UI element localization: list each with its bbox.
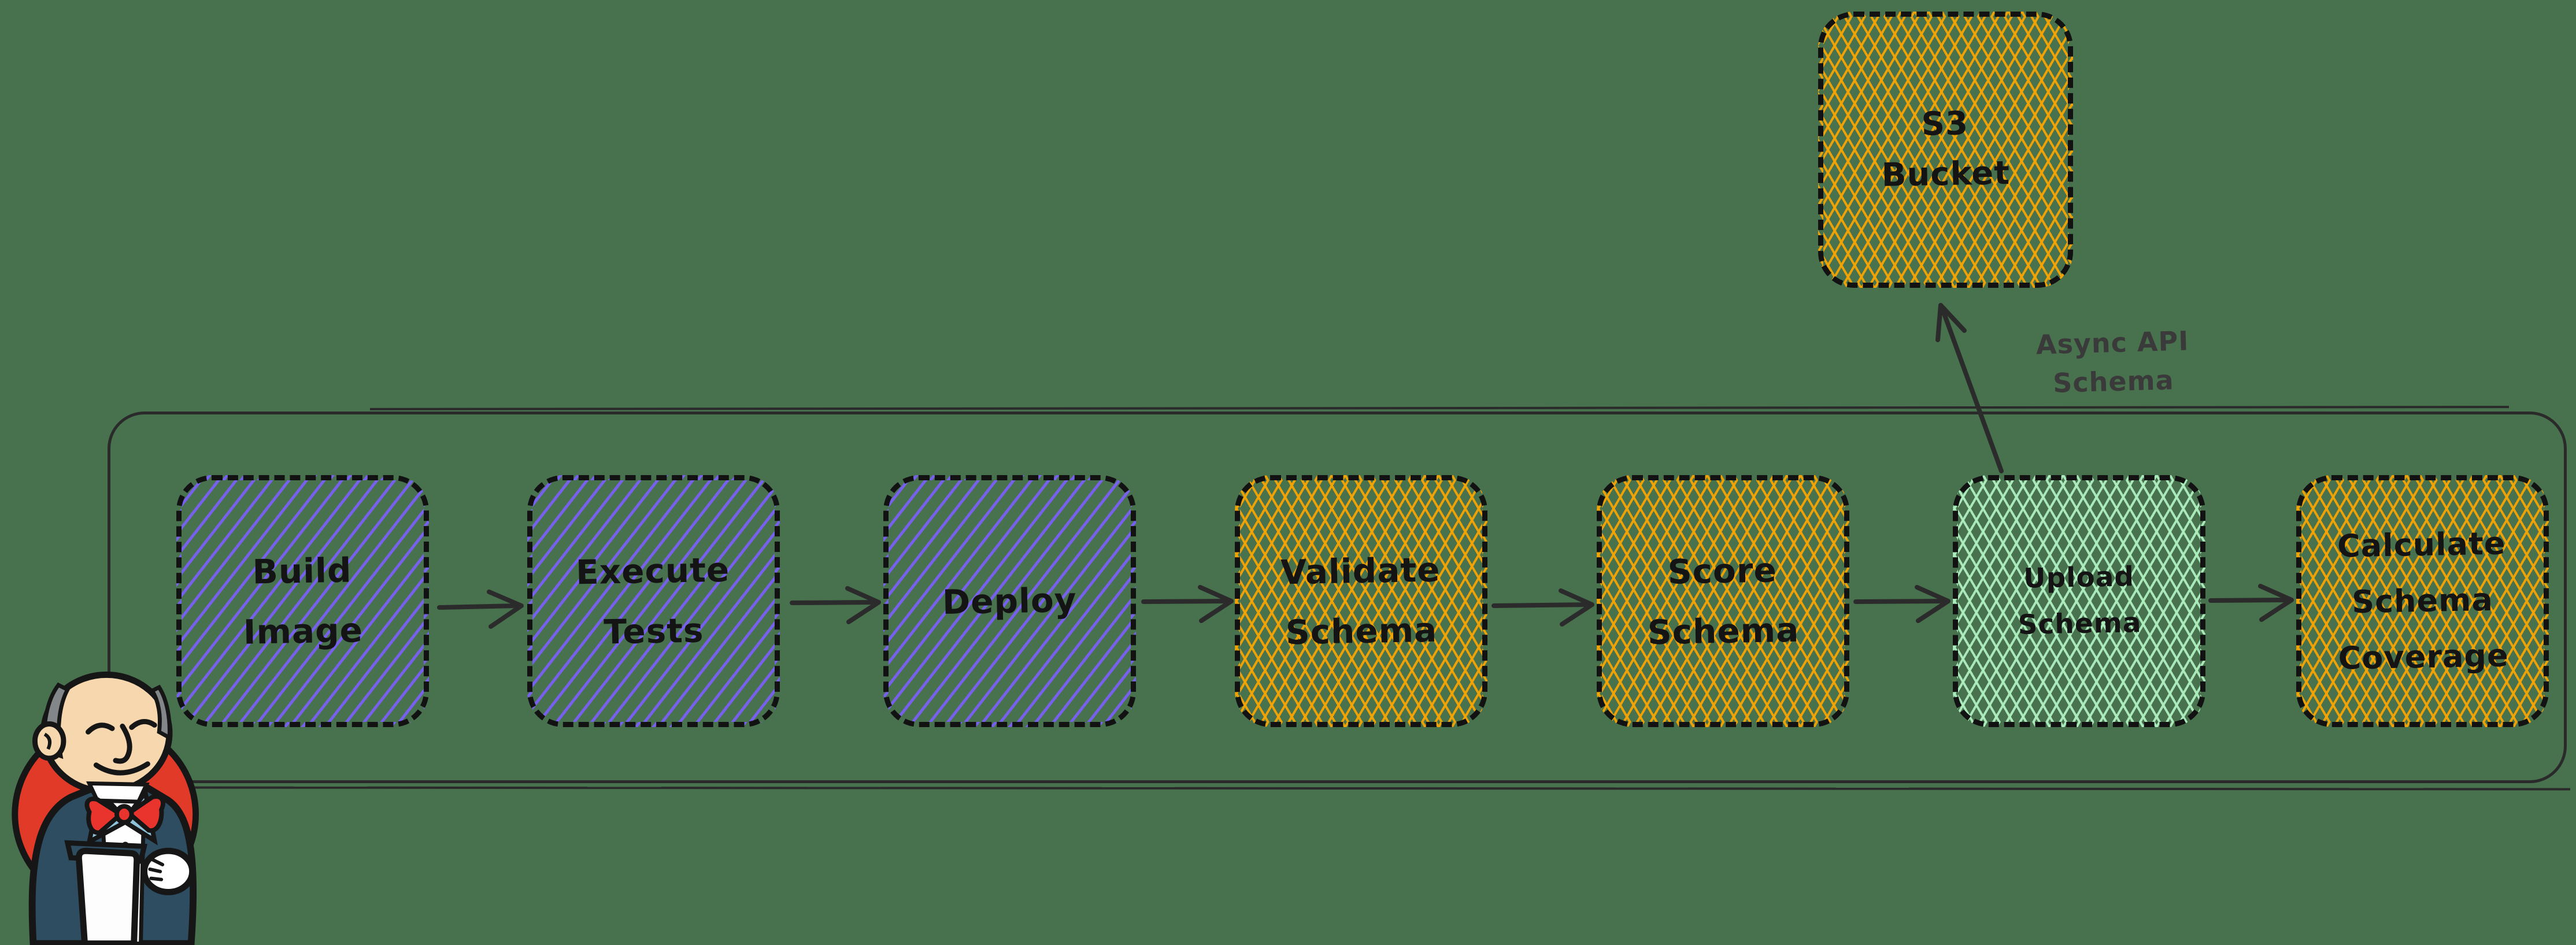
node-calculate-schema-coverage: Calculate Schema Coverage — [2296, 475, 2549, 727]
stage-label-line: Image — [243, 610, 364, 652]
mascot-collar — [86, 781, 150, 804]
stage-label: Score Schema — [1646, 539, 1800, 662]
stage-label-line: Build — [252, 550, 353, 592]
stage-label-line: Coverage — [2338, 638, 2510, 677]
stage-label: Build Image — [242, 540, 364, 662]
stage-label-line: Tests — [604, 610, 705, 652]
node-upload-schema: Upload Schema — [1953, 475, 2205, 727]
mascot-fist — [141, 847, 196, 895]
stage-label: Deploy — [942, 570, 1078, 632]
node-score-schema: Score Schema — [1597, 475, 1849, 727]
mascot-nose — [113, 723, 132, 764]
async-label-line2: Schema — [2052, 364, 2175, 399]
stage-label-line: Schema — [1285, 610, 1438, 653]
node-build-image: Build Image — [176, 475, 429, 727]
stage-label-line: Deploy — [942, 580, 1078, 622]
stage-label-line: Execute — [575, 550, 731, 592]
stage-label: Execute Tests — [576, 539, 732, 662]
stage-label-line: Upload — [2023, 561, 2135, 595]
node-validate-schema: Validate Schema — [1235, 475, 1487, 727]
mascot-eye-left — [86, 722, 115, 735]
s3-label-line1: S3 — [1921, 105, 1969, 143]
s3-bucket-label: S3 Bucket — [1881, 98, 2011, 201]
stage-label-line: Score — [1667, 550, 1778, 592]
mascot-cuff-lines — [148, 857, 165, 881]
stage-label: Calculate Schema Coverage — [2336, 516, 2510, 687]
stage-label-line: Schema — [1647, 610, 1800, 653]
node-deploy: Deploy — [883, 475, 1136, 727]
async-api-schema-label: Async API Schema — [1996, 321, 2229, 404]
s3-label-line2: Bucket — [1881, 154, 2011, 194]
mascot-smile — [93, 761, 150, 776]
mascot-hair-right — [149, 684, 172, 741]
pipeline-container — [108, 412, 2567, 783]
jenkins-mascot-icon — [12, 671, 199, 945]
stage-label-line: Calculate — [2337, 525, 2507, 565]
stage-label: Upload Schema — [2016, 554, 2142, 648]
stage-label-line: Validate — [1280, 550, 1441, 592]
stage-label-line: Schema — [2351, 581, 2494, 621]
container-sketch-line-bottom — [132, 786, 2571, 791]
stage-label-line: Schema — [2017, 607, 2142, 641]
mascot-eye-right — [129, 719, 157, 730]
container-sketch-line-top — [369, 406, 2510, 410]
node-s3-bucket: S3 Bucket — [1818, 12, 2073, 288]
mascot-bowtie-knot — [114, 804, 134, 825]
mascot-towel — [75, 847, 140, 945]
stage-label: Validate Schema — [1280, 539, 1442, 663]
async-label-line1: Async API — [2035, 325, 2189, 361]
mascot-ear-line — [43, 732, 52, 750]
node-execute-tests: Execute Tests — [527, 475, 780, 727]
